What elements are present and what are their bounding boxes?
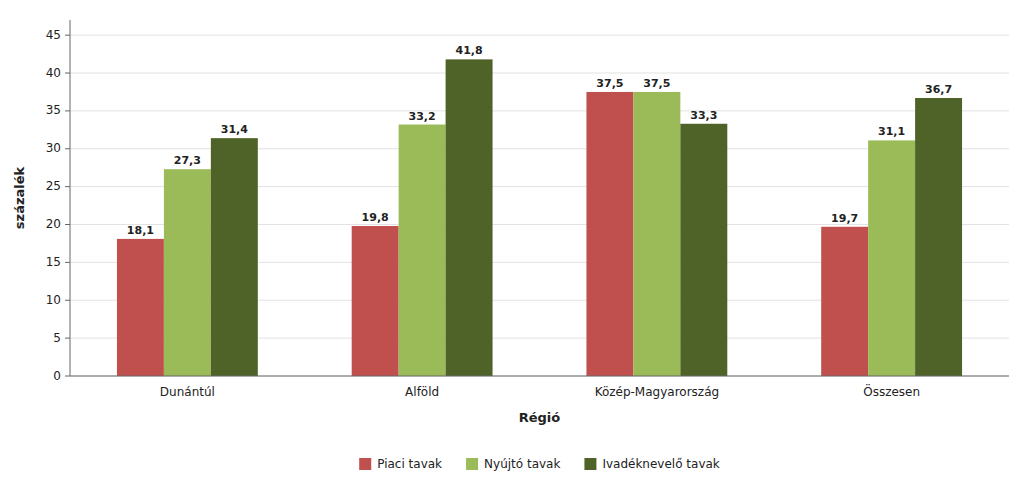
- y-tick: [65, 300, 70, 301]
- legend-swatch: [466, 458, 478, 470]
- y-tick-label: 25: [46, 179, 61, 193]
- y-tick: [65, 262, 70, 263]
- x-axis-line: [70, 376, 1009, 377]
- y-tick-label: 5: [53, 331, 61, 345]
- data-label: 19,7: [831, 212, 858, 225]
- x-axis-title: Régió: [519, 410, 561, 425]
- bar: [680, 124, 727, 376]
- legend-item: Piaci tavak: [359, 457, 442, 471]
- y-tick: [65, 110, 70, 111]
- data-label: 41,8: [456, 44, 483, 57]
- grid-line: [70, 35, 1009, 36]
- bar: [446, 59, 493, 376]
- bar: [164, 169, 211, 376]
- bar: [915, 98, 962, 376]
- y-tick: [65, 376, 70, 377]
- data-label: 36,7: [925, 83, 952, 96]
- legend-item: Nyújtó tavak: [466, 457, 560, 471]
- bar: [352, 226, 399, 376]
- legend-label: Nyújtó tavak: [484, 457, 560, 471]
- grid-line: [70, 110, 1009, 111]
- y-tick-label: 35: [46, 103, 61, 117]
- data-label: 37,5: [643, 77, 670, 90]
- y-tick-label: 40: [46, 66, 61, 80]
- legend: Piaci tavak Nyújtó tavak Ivadéknevelő tava…: [359, 457, 720, 471]
- y-tick: [65, 224, 70, 225]
- y-tick-label: 45: [46, 28, 61, 42]
- x-tick-label: Összesen: [863, 383, 920, 399]
- bar: [633, 92, 680, 376]
- y-tick-label: 10: [46, 293, 61, 307]
- legend-swatch: [584, 458, 596, 470]
- y-tick: [65, 73, 70, 74]
- x-tick-label: Közép-Magyarország: [595, 385, 720, 399]
- data-label: 27,3: [174, 154, 201, 167]
- y-tick-label: 20: [46, 217, 61, 231]
- chart-svg: 0 5 10 15 20 25 30 35 40 45 18,1 19,8 37,5 19,7 27,3 33…: [0, 0, 1029, 486]
- data-label: 31,1: [878, 125, 905, 138]
- y-axis-line: [70, 20, 71, 376]
- data-labels: 18,1 19,8 37,5 19,7 27,3 33,2 37,5 31,1 31,4 41,8…: [127, 44, 952, 237]
- chart-container: 0 5 10 15 20 25 30 35 40 45 18,1 19,8 37,5 19,7 27,3 33…: [0, 0, 1029, 486]
- bar: [821, 227, 868, 376]
- y-tick: [65, 35, 70, 36]
- legend-item: Ivadéknevelő tavak: [584, 457, 719, 471]
- x-tick-label: Alföld: [405, 385, 439, 399]
- grid-line: [70, 376, 1009, 377]
- y-axis-title: százalék: [12, 166, 27, 229]
- data-label: 33,3: [690, 109, 717, 122]
- y-tick: [65, 338, 70, 339]
- y-tick-label: 0: [53, 369, 61, 383]
- legend-label: Piaci tavak: [377, 457, 442, 471]
- y-tick-label: 15: [46, 255, 61, 269]
- bar: [586, 92, 633, 376]
- bars: [117, 59, 962, 376]
- data-label: 33,2: [409, 110, 436, 123]
- bar: [399, 125, 446, 376]
- data-label: 31,4: [221, 123, 248, 136]
- data-label: 37,5: [596, 77, 623, 90]
- y-tick-label: 30: [46, 141, 61, 155]
- bar: [117, 239, 164, 376]
- bar: [868, 140, 915, 376]
- y-tick: [65, 186, 70, 187]
- plot: 0 5 10 15 20 25 30 35 40 45 18,1 19,8 37,5 19,7 27,3 33…: [12, 20, 1009, 425]
- bar: [211, 138, 258, 376]
- grid-line: [70, 73, 1009, 74]
- legend-label: Ivadéknevelő tavak: [602, 457, 719, 471]
- legend-swatch: [359, 458, 371, 470]
- x-tick-label: Dunántúl: [160, 385, 215, 399]
- data-label: 19,8: [362, 211, 389, 224]
- data-label: 18,1: [127, 224, 154, 237]
- y-tick: [65, 148, 70, 149]
